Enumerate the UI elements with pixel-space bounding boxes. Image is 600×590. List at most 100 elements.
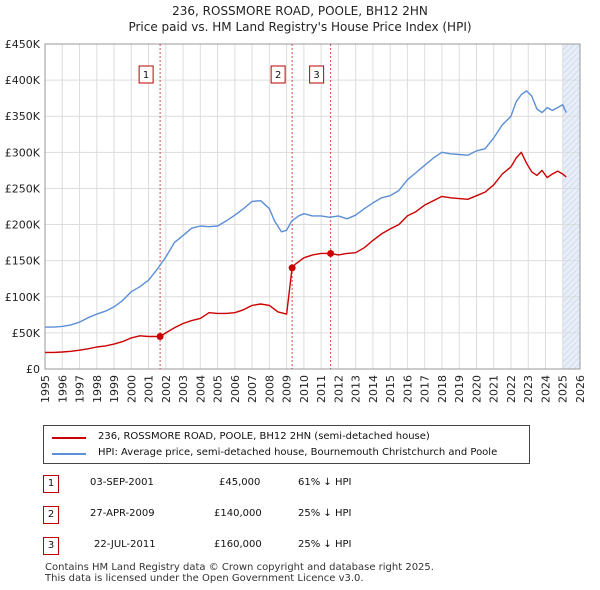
transaction-box xyxy=(309,65,325,84)
transaction-box xyxy=(270,65,286,84)
shade-hatch xyxy=(562,260,581,279)
shade-hatch xyxy=(562,320,581,339)
shade-hatch xyxy=(562,44,576,57)
shade-hatch xyxy=(562,242,581,261)
transaction-marker-1: 1 xyxy=(43,475,59,493)
y-tick-label: £300K xyxy=(5,146,41,159)
shade-hatch xyxy=(562,56,581,75)
transaction-diff: 25% ↓ HPI xyxy=(298,508,352,519)
x-tick-label: 2010 xyxy=(298,375,311,403)
shade-hatch xyxy=(562,170,581,189)
x-tick-label: 1997 xyxy=(74,375,87,403)
x-tick-label: 2002 xyxy=(160,375,173,403)
x-tick-label: 1995 xyxy=(39,375,52,403)
x-tick-label: 2003 xyxy=(177,375,190,403)
shade-hatch xyxy=(562,134,581,153)
x-tick-label: 2016 xyxy=(401,375,414,403)
shade-hatch xyxy=(562,62,581,81)
chart-title-line1: 236, ROSSMORE ROAD, POOLE, BH12 2HN xyxy=(172,4,428,18)
shade-hatch xyxy=(562,248,581,267)
transaction-price: £45,000 xyxy=(219,477,261,488)
x-tick-label: 2011 xyxy=(315,375,328,403)
transaction-diff: 25% ↓ HPI xyxy=(298,539,352,550)
shade-hatch xyxy=(562,290,581,309)
shade-hatch xyxy=(562,188,581,207)
shade-hatch xyxy=(562,266,581,285)
y-tick-label: £150K xyxy=(5,255,41,268)
shade-hatch xyxy=(562,284,581,303)
shade-hatch xyxy=(562,86,581,105)
x-tick-label: 2015 xyxy=(384,375,397,403)
transaction-point xyxy=(156,333,164,340)
hpi-series-line xyxy=(45,90,567,328)
shade-hatch xyxy=(562,44,564,45)
x-tick-label: 1999 xyxy=(108,375,121,403)
transaction-point xyxy=(288,264,296,272)
x-tick-label: 2013 xyxy=(350,375,363,403)
x-tick-label: 1996 xyxy=(56,375,69,403)
transaction-date: 22-JUL-2011 xyxy=(94,539,156,550)
shade-hatch xyxy=(562,80,581,99)
x-tick-label: 2020 xyxy=(470,375,483,403)
transaction-box-label: 1 xyxy=(143,70,149,81)
transaction-box xyxy=(138,65,154,84)
y-tick-label: £200K xyxy=(5,219,41,232)
shade-hatch xyxy=(562,116,581,135)
transaction-date: 03-SEP-2001 xyxy=(90,477,154,488)
shade-hatch xyxy=(573,362,581,369)
x-tick-label: 2021 xyxy=(488,375,501,403)
shade-hatch xyxy=(562,164,581,183)
shade-hatch xyxy=(562,350,581,369)
x-tick-label: 2025 xyxy=(557,375,570,403)
shade-hatch xyxy=(562,236,581,255)
x-tick-label: 2018 xyxy=(436,375,449,403)
shade-hatch xyxy=(562,212,581,231)
shade-hatch xyxy=(562,344,581,363)
legend-swatch-property xyxy=(52,437,86,439)
legend-label-hpi: HPI: Average price, semi-detached house,… xyxy=(98,447,498,458)
legend-label-property: 236, ROSSMORE ROAD, POOLE, BH12 2HN (sem… xyxy=(98,431,430,442)
shade-hatch xyxy=(562,332,581,351)
shade-hatch xyxy=(562,74,581,93)
transaction-price: £140,000 xyxy=(214,508,262,519)
shade-hatch xyxy=(562,104,581,123)
shade-hatch xyxy=(562,158,581,177)
y-tick-label: £100K xyxy=(5,291,41,304)
shade-hatch xyxy=(562,338,581,357)
footer-copyright: Contains HM Land Registry data © Crown c… xyxy=(45,562,434,573)
shade-hatch xyxy=(562,152,581,171)
shade-hatch xyxy=(562,140,581,159)
y-tick-label: £50K xyxy=(12,327,41,340)
y-tick-label: £350K xyxy=(5,110,41,123)
x-tick-label: 1998 xyxy=(91,375,104,403)
shade-hatch xyxy=(562,44,581,63)
transaction-price: £160,000 xyxy=(214,539,262,550)
shade-hatch xyxy=(562,278,581,297)
plot-background xyxy=(45,44,580,369)
x-tick-label: 2012 xyxy=(332,375,345,403)
x-tick-label: 2006 xyxy=(229,375,242,403)
shade-hatch xyxy=(562,326,581,345)
x-tick-label: 2004 xyxy=(194,375,207,403)
shade-hatch xyxy=(562,308,581,327)
transaction-diff: 61% ↓ HPI xyxy=(298,477,352,488)
shade-hatch xyxy=(562,314,581,333)
chart-title-line2: Price paid vs. HM Land Registry's House … xyxy=(128,20,472,34)
shade-hatch xyxy=(562,122,581,141)
shade-hatch xyxy=(562,92,581,111)
y-tick-label: £0 xyxy=(26,363,40,376)
x-tick-label: 2005 xyxy=(212,375,225,403)
y-tick-label: £400K xyxy=(5,74,41,87)
shade-hatch xyxy=(562,50,581,69)
shade-hatch xyxy=(562,182,581,201)
x-tick-label: 2009 xyxy=(281,375,294,403)
transaction-marker-2: 2 xyxy=(43,506,59,524)
x-tick-label: 2000 xyxy=(125,375,138,403)
shade-hatch xyxy=(562,98,581,117)
shade-hatch xyxy=(562,272,581,291)
x-tick-label: 2017 xyxy=(419,375,432,403)
transaction-box-label: 3 xyxy=(313,70,319,81)
x-tick-label: 2023 xyxy=(522,375,535,403)
x-tick-label: 2022 xyxy=(505,375,518,403)
